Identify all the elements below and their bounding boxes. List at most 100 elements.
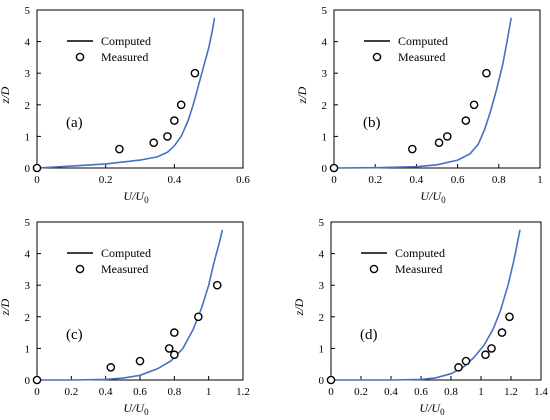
chart-panel: 0 0.2 0.4 0.6 0.8 1 1.2 1.4 0 1 2 3 4 5 U/U0 z/D Compute… bbox=[292, 217, 548, 417]
measured-point bbox=[469, 100, 479, 110]
y-tick-label: 2 bbox=[322, 100, 328, 112]
measured-point bbox=[170, 328, 179, 337]
measured-point bbox=[32, 375, 42, 385]
y-tick-label: 3 bbox=[319, 280, 325, 292]
x-tick-label: 0.8 bbox=[444, 386, 458, 398]
panel-label: (b) bbox=[363, 115, 381, 131]
y-tick-label: 1 bbox=[25, 343, 31, 355]
x-tick-label: 0 bbox=[328, 386, 334, 398]
measured-point bbox=[212, 280, 222, 290]
x-axis-label-subscript: 0 bbox=[144, 407, 149, 417]
x-tick-label: 0.6 bbox=[414, 386, 428, 398]
legend-marker-swatch bbox=[372, 52, 382, 62]
x-axis-label: U/U0 bbox=[420, 189, 446, 205]
computed-line bbox=[331, 229, 521, 381]
y-tick-label: 1 bbox=[322, 131, 328, 143]
measured-point bbox=[461, 356, 471, 366]
x-tick-label: 0.8 bbox=[492, 174, 506, 186]
x-tick-label: 0 bbox=[34, 386, 40, 398]
y-tick-label: 3 bbox=[25, 68, 31, 80]
y-tick-label: 1 bbox=[319, 343, 325, 355]
y-tick-label: 5 bbox=[319, 217, 325, 229]
x-tick-label: 0 bbox=[34, 174, 40, 186]
measured-point bbox=[194, 312, 203, 322]
y-tick-label: 4 bbox=[322, 37, 328, 49]
chart-panel: 0 0.2 0.4 0.6 0.8 1 1.2 0 1 2 3 4 5 U/U0 z/D Computed Me… bbox=[0, 217, 250, 417]
x-tick-label: 0.4 bbox=[384, 386, 398, 398]
y-tick-label: 0 bbox=[319, 375, 325, 387]
x-tick-label: 0.6 bbox=[236, 174, 250, 186]
legend-label-measured: Measured bbox=[395, 262, 442, 276]
chart-panel: 0 0.2 0.4 0.6 0 1 2 3 4 5 U/U0 z/D Computed Measured (… bbox=[0, 5, 250, 205]
x-tick-label: 0.4 bbox=[410, 174, 424, 186]
y-tick-label: 4 bbox=[25, 249, 31, 261]
measured-point bbox=[190, 68, 200, 78]
plot-frame bbox=[36, 9, 244, 169]
x-tick-label: 0.6 bbox=[451, 174, 465, 186]
x-tick-label: 0.2 bbox=[64, 386, 78, 398]
x-axis-label: U/U0 bbox=[123, 401, 149, 417]
y-tick-label: 0 bbox=[25, 163, 31, 175]
plot-frame bbox=[330, 221, 542, 381]
x-tick-label: 0.2 bbox=[368, 174, 382, 186]
legend-label-computed: Computed bbox=[101, 246, 151, 260]
measured-point bbox=[170, 116, 179, 125]
legend-label-measured: Measured bbox=[398, 50, 445, 64]
y-tick-label: 5 bbox=[322, 5, 328, 17]
x-tick-label: 0.4 bbox=[99, 386, 113, 398]
measured-point bbox=[326, 375, 336, 385]
measured-point bbox=[454, 363, 463, 372]
x-tick-label: 0.2 bbox=[99, 174, 113, 186]
measured-point bbox=[149, 138, 159, 148]
y-axis-label: z/D bbox=[0, 298, 12, 316]
x-tick-label: 0 bbox=[331, 174, 337, 186]
measured-point bbox=[434, 138, 444, 148]
measured-point bbox=[329, 163, 339, 173]
legend-marker-swatch bbox=[75, 264, 85, 274]
measured-point bbox=[461, 116, 471, 125]
x-axis-label-subscript: 0 bbox=[441, 195, 446, 205]
x-tick-label: 1 bbox=[537, 174, 543, 186]
measured-point bbox=[487, 344, 496, 353]
x-axis-label: U/U0 bbox=[123, 189, 149, 205]
y-axis-label: z/D bbox=[295, 86, 309, 104]
measured-point bbox=[505, 312, 514, 322]
legend-label-measured: Measured bbox=[101, 50, 148, 64]
x-axis-label-subscript: 0 bbox=[440, 407, 445, 417]
measured-point bbox=[163, 132, 172, 141]
x-tick-label: 1.2 bbox=[504, 386, 518, 398]
measured-point bbox=[482, 68, 491, 78]
y-tick-label: 5 bbox=[25, 5, 31, 17]
measured-point bbox=[164, 344, 174, 353]
measured-point bbox=[135, 356, 145, 366]
x-tick-label: 0.2 bbox=[354, 386, 368, 398]
x-tick-label: 1.4 bbox=[534, 386, 548, 398]
chart-panel: 0 0.2 0.4 0.6 0.8 1 0 1 2 3 4 5 U/U0 z/D Computed Measu… bbox=[295, 5, 543, 205]
measured-point bbox=[442, 132, 452, 141]
legend-label-computed: Computed bbox=[101, 34, 151, 48]
y-tick-label: 3 bbox=[25, 280, 31, 292]
legend-label-computed: Computed bbox=[395, 246, 445, 260]
computed-line bbox=[333, 17, 512, 169]
x-axis-label-subscript: 0 bbox=[144, 195, 149, 205]
x-tick-label: 0.4 bbox=[167, 174, 181, 186]
y-tick-label: 2 bbox=[319, 312, 325, 324]
y-tick-label: 5 bbox=[25, 217, 31, 229]
measured-point bbox=[176, 100, 186, 110]
y-tick-label: 4 bbox=[319, 249, 325, 261]
legend-marker-swatch bbox=[75, 52, 85, 62]
y-tick-label: 2 bbox=[25, 312, 31, 324]
legend-label-measured: Measured bbox=[101, 262, 148, 276]
y-axis-label: z/D bbox=[0, 86, 12, 104]
y-tick-label: 1 bbox=[25, 131, 31, 143]
y-tick-label: 0 bbox=[322, 163, 328, 175]
measured-point bbox=[115, 144, 124, 154]
y-axis-label: z/D bbox=[292, 298, 306, 316]
measured-point bbox=[481, 350, 490, 360]
x-tick-label: 0.6 bbox=[133, 386, 147, 398]
panel-label: (a) bbox=[66, 115, 83, 131]
x-axis-label: U/U0 bbox=[419, 401, 445, 417]
legend-marker-swatch bbox=[369, 264, 379, 274]
panel-label: (d) bbox=[360, 327, 378, 343]
panel-label: (c) bbox=[66, 327, 83, 343]
